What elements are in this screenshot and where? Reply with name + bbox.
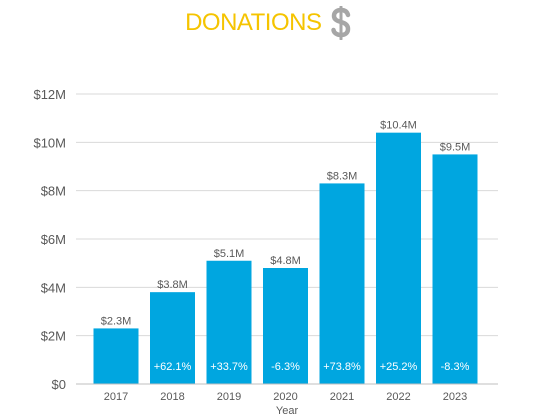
bar-value-label: $10.4M	[380, 120, 417, 132]
bar	[376, 132, 421, 384]
x-tick-label: 2018	[160, 391, 184, 403]
y-tick-label: $12M	[33, 87, 66, 102]
chart-title: DONATIONS	[185, 9, 322, 36]
y-tick-label: $10M	[33, 135, 66, 150]
dollar-sign-icon	[331, 6, 351, 40]
bar-value-label: $9.5M	[440, 141, 471, 153]
bar-value-label: $4.8M	[270, 255, 301, 267]
x-tick-label: 2020	[273, 391, 297, 403]
bar	[206, 260, 252, 384]
y-tick-label: $0	[52, 377, 66, 392]
chart-title-group: DONATIONS	[0, 6, 537, 46]
x-tick-label: 2019	[217, 391, 241, 403]
y-tick-label: $8M	[41, 184, 66, 199]
x-axis-title: Year	[276, 405, 299, 417]
x-tick-label: 2021	[330, 391, 354, 403]
x-tick-label: 2023	[443, 391, 467, 403]
y-tick-label: $6M	[41, 232, 66, 247]
bar-value-label: $5.1M	[214, 248, 245, 260]
bar-change-label: +25.2%	[380, 361, 418, 373]
bar-change-label: +62.1%	[154, 361, 192, 373]
bar-change-label: -6.3%	[271, 361, 300, 373]
bar-change-label: +73.8%	[323, 361, 361, 373]
bar-value-label: $2.3M	[101, 315, 132, 327]
bar-change-label: +33.7%	[210, 361, 248, 373]
bar	[319, 183, 365, 384]
y-tick-label: $2M	[41, 329, 66, 344]
x-tick-label: 2017	[104, 391, 128, 403]
bar-value-label: $3.8M	[157, 279, 188, 291]
bar	[432, 154, 478, 384]
bar	[263, 268, 308, 384]
bar	[150, 292, 195, 384]
bar-value-label: $8.3M	[327, 170, 358, 182]
bar	[93, 328, 139, 384]
y-tick-label: $4M	[41, 280, 66, 295]
bar-change-label: -8.3%	[441, 361, 470, 373]
x-tick-label: 2022	[386, 391, 410, 403]
